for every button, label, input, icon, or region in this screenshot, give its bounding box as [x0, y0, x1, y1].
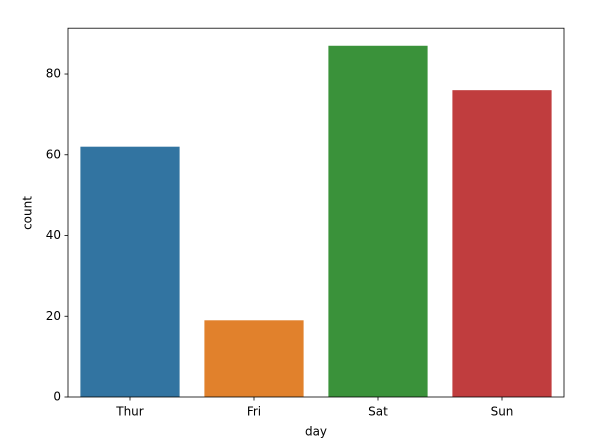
y-tick-label: 0 — [53, 390, 61, 404]
y-axis-label: count — [21, 196, 35, 230]
x-tick-label: Thur — [115, 405, 144, 419]
x-tick-label: Sun — [491, 405, 514, 419]
y-tick-label: 20 — [46, 309, 61, 323]
bar — [452, 90, 552, 397]
y-tick-label: 80 — [46, 67, 61, 81]
y-tick-label: 40 — [46, 228, 61, 242]
bar — [328, 45, 428, 398]
bar — [204, 320, 304, 397]
x-tick-label: Fri — [247, 405, 261, 419]
plot-frame — [67, 27, 565, 398]
x-axis-label: day — [305, 425, 327, 439]
bar — [80, 146, 180, 397]
y-tick-label: 60 — [46, 147, 61, 161]
x-tick-label: Sat — [368, 405, 388, 419]
